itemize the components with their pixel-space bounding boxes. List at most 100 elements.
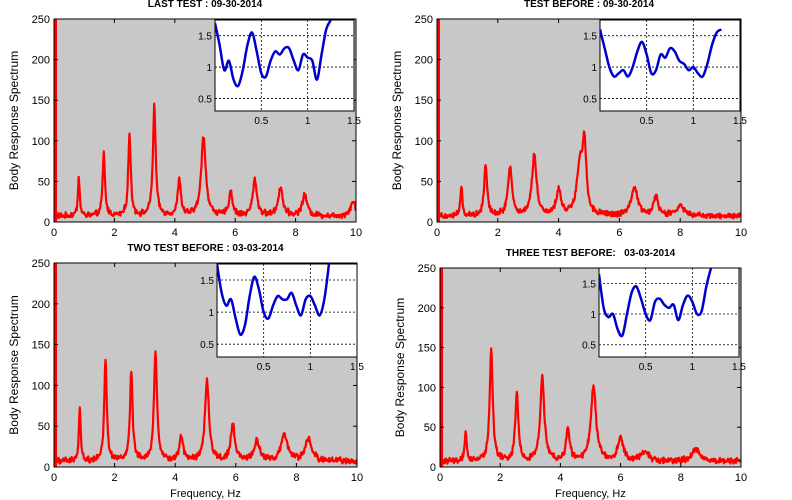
inset-line	[215, 20, 332, 88]
y-axis-label: Body Response Spectrum	[393, 298, 407, 437]
x-tick-label: 2	[111, 227, 117, 239]
inset-y-tick-label: 1	[590, 310, 596, 321]
inset-x-tick-label: 1	[308, 362, 314, 373]
left-band	[54, 263, 57, 467]
x-tick-label: 2	[495, 227, 501, 239]
inset-chart: 0.5 1 1.5 0.5 1 1.5	[200, 263, 364, 373]
inset-y-tick-label: 1.5	[582, 279, 596, 290]
x-tick-label: 8	[293, 472, 299, 484]
inset-x-tick-label: 1	[690, 362, 696, 373]
chart-title: TEST BEFORE : 09-30-2014	[524, 0, 654, 10]
inset-plot-area	[216, 263, 358, 358]
y-tick-label: 50	[424, 422, 436, 434]
inset-y-tick-label: 1	[591, 63, 597, 74]
inset-x-tick-label: 0.5	[639, 362, 653, 373]
y-axis-label: Body Response Spectrum	[7, 295, 21, 434]
y-tick-label: 200	[415, 55, 433, 67]
spectrum-line	[54, 102, 356, 220]
inset-chart: 0.5 1 1.5 0.5 1 1.5	[198, 19, 361, 127]
x-tick-label: 4	[172, 472, 178, 484]
y-axis-label: Body Response Spectrum	[390, 51, 404, 190]
inset-x-tick-label: 0.5	[640, 116, 654, 127]
inset-plot-area	[598, 267, 740, 358]
y-tick-label: 250	[32, 258, 50, 270]
x-tick-label: 8	[678, 472, 684, 484]
y-tick-label: 100	[418, 382, 436, 394]
inset-chart: 0.5 1 1.5 0.5 1 1.5	[583, 19, 747, 127]
y-tick-label: 250	[415, 14, 433, 26]
inset-plot-area	[599, 19, 741, 112]
inset-line	[600, 28, 723, 79]
x-tick-label: 6	[232, 227, 238, 239]
spectrum-line	[437, 130, 741, 220]
y-tick-label: 200	[32, 299, 50, 311]
chart-title: THREE TEST BEFORE: 03-03-2014	[506, 248, 676, 259]
x-tick-label: 10	[351, 472, 363, 484]
x-tick-label: 8	[293, 227, 299, 239]
inset-x-tick-label: 1.5	[350, 362, 364, 373]
inset-x-tick-label: 1	[691, 116, 697, 127]
y-tick-label: 50	[38, 176, 50, 188]
left-band	[54, 19, 57, 222]
inset-line	[217, 264, 331, 336]
x-axis-label: Frequency, Hz	[170, 488, 241, 500]
x-tick-label: 6	[233, 472, 239, 484]
x-tick-label: 0	[51, 472, 57, 484]
inset-y-tick-label: 0.5	[583, 94, 597, 105]
inset-y-tick-label: 0.5	[200, 340, 214, 351]
left-band	[437, 19, 440, 222]
axes-frame	[439, 267, 742, 468]
x-tick-label: 2	[497, 472, 503, 484]
chart-title: LAST TEST : 09-30-2014	[148, 0, 263, 10]
y-tick-label: 0	[427, 217, 433, 229]
inset-x-tick-label: 1	[305, 116, 311, 127]
x-tick-label: 10	[735, 472, 747, 484]
x-tick-label: 0	[437, 472, 443, 484]
inset-plot-area	[214, 19, 355, 112]
inset-y-tick-label: 1	[208, 308, 214, 319]
y-tick-label: 0	[430, 462, 436, 474]
inset-x-tick-label: 0.5	[254, 116, 268, 127]
y-tick-label: 250	[32, 14, 50, 26]
chart-title: TWO TEST BEFORE : 03-03-2014	[127, 243, 284, 254]
axes-frame	[436, 18, 742, 223]
x-tick-label: 10	[735, 227, 747, 239]
y-tick-label: 100	[32, 136, 50, 148]
axes-frame	[53, 18, 357, 223]
y-axis-label: Body Response Spectrum	[7, 51, 21, 190]
x-tick-label: 0	[434, 227, 440, 239]
spectrum-line	[54, 350, 357, 465]
inset-y-tick-label: 0.5	[582, 341, 596, 352]
x-axis-label: Frequency, Hz	[555, 488, 626, 500]
inset-chart: 0.5 1 1.5 0.5 1 1.5	[582, 267, 746, 373]
y-tick-label: 50	[38, 421, 50, 433]
axes-frame	[53, 262, 358, 468]
x-tick-label: 4	[172, 227, 178, 239]
inset-x-tick-label: 0.5	[257, 362, 271, 373]
x-tick-label: 4	[557, 472, 563, 484]
y-tick-label: 100	[32, 380, 50, 392]
y-tick-label: 0	[44, 217, 50, 229]
inset-y-tick-label: 1	[206, 63, 212, 74]
inset-x-tick-label: 1.5	[733, 116, 747, 127]
y-tick-label: 50	[421, 176, 433, 188]
inset-x-tick-label: 1.5	[347, 116, 361, 127]
y-tick-label: 0	[44, 462, 50, 474]
y-tick-label: 150	[32, 95, 50, 107]
y-tick-label: 100	[415, 136, 433, 148]
x-tick-label: 2	[112, 472, 118, 484]
x-tick-label: 4	[556, 227, 562, 239]
y-tick-label: 150	[415, 95, 433, 107]
x-tick-label: 6	[618, 472, 624, 484]
inset-y-tick-label: 0.5	[198, 94, 212, 105]
y-tick-label: 250	[418, 263, 436, 275]
inset-x-tick-label: 1.5	[732, 362, 746, 373]
inset-y-tick-label: 1.5	[200, 276, 214, 287]
y-tick-label: 200	[418, 303, 436, 315]
x-tick-label: 10	[350, 227, 362, 239]
